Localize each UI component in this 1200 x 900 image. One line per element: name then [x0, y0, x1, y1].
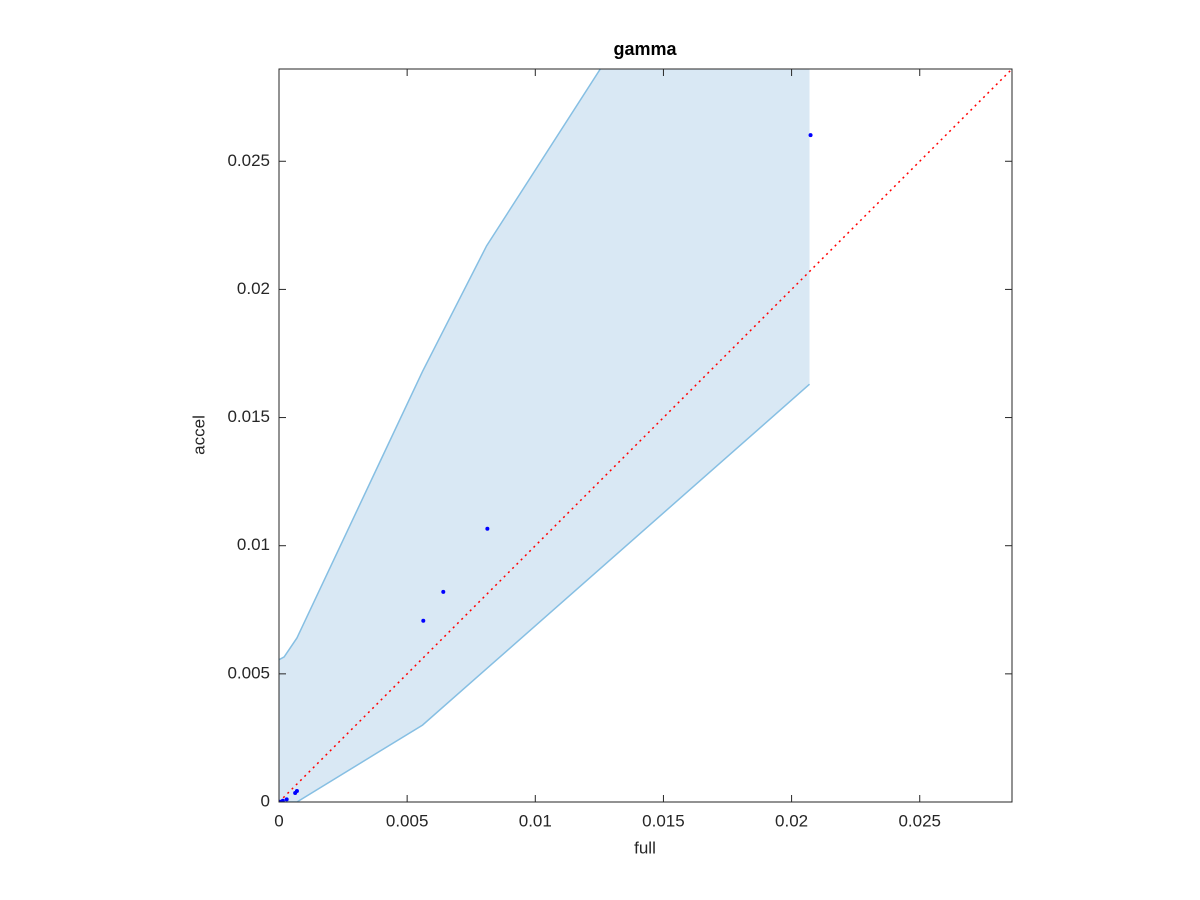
- x-tick-label: 0.005: [386, 811, 429, 830]
- data-point: [284, 797, 289, 802]
- y-tick-label: 0.015: [227, 407, 270, 426]
- x-tick-label: 0: [274, 811, 283, 830]
- data-point: [280, 798, 285, 802]
- data-point: [485, 526, 490, 531]
- confidence-band: [279, 69, 810, 802]
- chart-title: gamma: [613, 39, 677, 59]
- x-axis-label: full: [634, 838, 656, 857]
- x-tick-label: 0.015: [642, 811, 685, 830]
- data-point: [441, 589, 446, 594]
- y-axis-label: accel: [189, 415, 208, 455]
- data-point: [421, 618, 426, 623]
- axes-box: [278, 68, 1013, 803]
- y-tick-label: 0: [261, 791, 270, 810]
- x-tick-label: 0.02: [775, 811, 808, 830]
- band-upper-edge: [279, 69, 602, 661]
- y-tick-label: 0.005: [227, 663, 270, 682]
- axes-layer: 0 0.005 0.01 0.015 0.02 0.025 0 0.005 0.01 0.015 0…: [227, 68, 1013, 830]
- data-point: [294, 788, 299, 793]
- y-tick-label: 0.02: [237, 279, 270, 298]
- plot-layer: [279, 69, 1012, 802]
- y-tick-label: 0.01: [237, 535, 270, 554]
- x-tick-label: 0.01: [519, 811, 552, 830]
- data-point: [808, 133, 813, 138]
- y-tick-label: 0.025: [227, 151, 270, 170]
- band-lower-edge: [279, 383, 811, 802]
- x-tick-label: 0.025: [898, 811, 941, 830]
